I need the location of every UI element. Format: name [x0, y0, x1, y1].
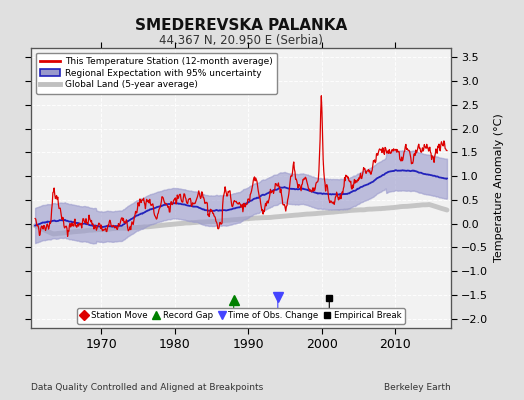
Text: Data Quality Controlled and Aligned at Breakpoints: Data Quality Controlled and Aligned at B… — [31, 383, 264, 392]
Legend: Station Move, Record Gap, Time of Obs. Change, Empirical Break: Station Move, Record Gap, Time of Obs. C… — [77, 308, 405, 324]
Text: SMEDEREVSKA PALANKA: SMEDEREVSKA PALANKA — [135, 18, 347, 33]
Text: Berkeley Earth: Berkeley Earth — [384, 383, 451, 392]
Title: 44.367 N, 20.950 E (Serbia): 44.367 N, 20.950 E (Serbia) — [159, 34, 323, 47]
Y-axis label: Temperature Anomaly (°C): Temperature Anomaly (°C) — [494, 114, 504, 262]
